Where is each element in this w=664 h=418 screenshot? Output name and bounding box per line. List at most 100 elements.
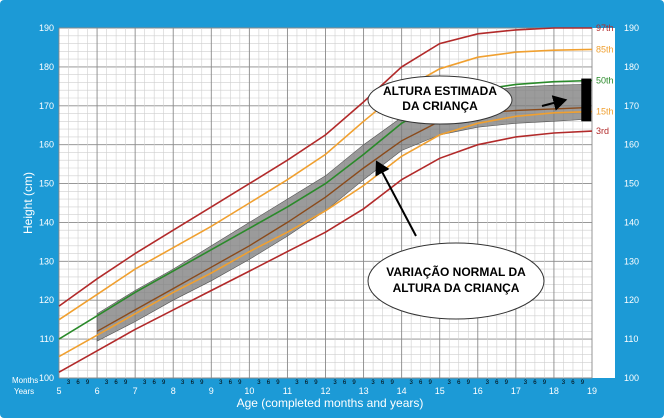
x-tick: 8: [171, 386, 176, 396]
month-tick: 3: [333, 380, 337, 386]
month-tick: 9: [86, 380, 90, 386]
y-tick-right: 140: [624, 217, 639, 227]
percentile-label: 97th: [596, 23, 614, 33]
month-tick: 6: [533, 380, 537, 386]
x-tick: 17: [511, 386, 521, 396]
callout-variation-text: ALTURA DA CRIANÇA: [393, 281, 520, 295]
percentile-label: 50th: [596, 76, 614, 86]
percentile-label: 85th: [596, 44, 614, 54]
month-tick: 3: [219, 380, 223, 386]
tick-layer: 100 100 110 110 120 120 130 130 140 140 150 150 160 1…: [39, 23, 639, 396]
y-tick-right: 150: [624, 179, 639, 189]
month-tick: 9: [352, 380, 356, 386]
y-tick-left: 180: [39, 62, 54, 72]
month-tick: 3: [105, 380, 109, 386]
x-tick: 12: [320, 386, 330, 396]
x-tick: 7: [133, 386, 138, 396]
x-tick: 19: [587, 386, 597, 396]
y-tick-right: 130: [624, 256, 639, 266]
years-row-label: Years: [14, 387, 34, 396]
series-line-3rd: [58, 130, 593, 373]
y-tick-right: 100: [624, 373, 639, 383]
month-tick: 3: [448, 380, 452, 386]
percentile-label: 15th: [596, 107, 614, 117]
y-tick-left: 160: [39, 140, 54, 150]
x-tick: 18: [549, 386, 559, 396]
month-tick: 6: [457, 380, 461, 386]
x-tick: 5: [56, 386, 61, 396]
x-tick: 9: [209, 386, 214, 396]
series-layer: 97th 85th 50th 15th 3rd: [58, 23, 614, 373]
month-tick: 9: [390, 380, 394, 386]
y-tick-right: 110: [624, 334, 638, 344]
month-tick: 3: [409, 380, 413, 386]
x-tick: 10: [244, 386, 254, 396]
y-tick-right: 120: [624, 295, 639, 305]
month-tick: 9: [200, 380, 204, 386]
series-line-50th: [58, 79, 593, 340]
month-tick: 9: [238, 380, 242, 386]
month-tick: 3: [371, 380, 375, 386]
month-tick: 6: [114, 380, 118, 386]
month-tick: 9: [543, 380, 547, 386]
callout-variation-text: VARIAÇÃO NORMAL DA: [386, 264, 526, 279]
month-tick: 6: [495, 380, 499, 386]
month-tick: 9: [314, 380, 318, 386]
y-tick-left: 130: [39, 256, 54, 266]
months-row-label: Months: [12, 376, 38, 385]
month-tick: 3: [67, 380, 71, 386]
y-tick-right: 180: [624, 62, 639, 72]
month-tick: 3: [143, 380, 147, 386]
month-tick: 6: [191, 380, 195, 386]
x-axis-title: Age (completed months and years): [237, 396, 424, 410]
x-tick: 6: [95, 386, 100, 396]
month-tick: 9: [162, 380, 166, 386]
month-tick: 3: [486, 380, 490, 386]
y-tick-left: 110: [40, 334, 54, 344]
grid: [58, 27, 593, 379]
month-tick: 9: [581, 380, 585, 386]
y-tick-left: 140: [39, 217, 54, 227]
y-tick-right: 170: [624, 101, 639, 111]
estimated-height-bar: [581, 78, 592, 122]
month-tick: 9: [467, 380, 471, 386]
y-tick-left: 190: [39, 23, 54, 33]
month-tick: 6: [419, 380, 423, 386]
y-axis-title: Height (cm): [21, 172, 35, 234]
percentile-label: 3rd: [596, 126, 609, 136]
x-tick: 14: [397, 386, 407, 396]
callout-estimate-ellipse: [367, 75, 513, 125]
month-tick: 6: [343, 380, 347, 386]
callout-variation-arrow: [375, 160, 417, 237]
x-tick: 16: [473, 386, 483, 396]
month-tick: 9: [429, 380, 433, 386]
series-line-15th: [58, 110, 593, 358]
x-tick: 11: [283, 386, 292, 396]
callout-estimate-arrow: [541, 95, 568, 111]
month-tick: 6: [305, 380, 309, 386]
month-tick: 6: [76, 380, 80, 386]
y-tick-left: 100: [39, 373, 54, 383]
month-tick: 9: [276, 380, 280, 386]
y-tick-left: 120: [39, 295, 54, 305]
month-tick: 3: [524, 380, 528, 386]
callout-estimate-text: ALTURA ESTIMADA: [383, 84, 497, 98]
y-tick-right: 190: [624, 23, 639, 33]
month-tick: 6: [153, 380, 157, 386]
month-tick: 3: [562, 380, 566, 386]
x-tick: 15: [435, 386, 445, 396]
month-tick: 6: [267, 380, 271, 386]
y-tick-left: 170: [39, 101, 54, 111]
month-tick: 3: [257, 380, 261, 386]
series-line-85th: [58, 48, 593, 321]
month-tick: 6: [571, 380, 575, 386]
series-line-97th: [58, 27, 592, 307]
callout-estimate-text: DA CRIANÇA: [402, 99, 478, 113]
month-tick: 6: [381, 380, 385, 386]
month-tick: 3: [181, 380, 185, 386]
y-tick-left: 150: [39, 179, 54, 189]
month-tick: 9: [124, 380, 128, 386]
callout-variation-ellipse: [367, 242, 545, 320]
